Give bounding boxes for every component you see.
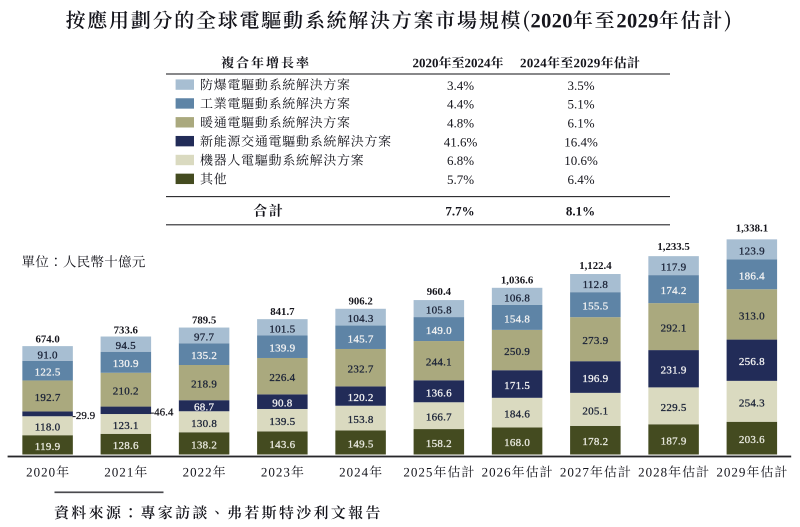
svg-text:226.4: 226.4 xyxy=(269,372,295,384)
svg-text:178.2: 178.2 xyxy=(582,436,608,448)
svg-text:106.8: 106.8 xyxy=(504,292,530,304)
svg-text:256.8: 256.8 xyxy=(739,356,765,368)
svg-text:232.7: 232.7 xyxy=(348,364,374,376)
svg-text:292.1: 292.1 xyxy=(661,323,687,335)
svg-text:205.1: 205.1 xyxy=(582,405,608,417)
svg-text:1,338.1: 1,338.1 xyxy=(736,222,768,234)
svg-text:123.9: 123.9 xyxy=(739,245,765,257)
svg-text:130.8: 130.8 xyxy=(191,418,217,430)
svg-text:1,233.5: 1,233.5 xyxy=(657,241,689,253)
svg-text:8.1%: 8.1% xyxy=(566,203,595,218)
svg-text:90.8: 90.8 xyxy=(272,398,293,410)
svg-text:273.9: 273.9 xyxy=(582,335,608,347)
svg-text:166.7: 166.7 xyxy=(426,412,452,424)
svg-text:91.0: 91.0 xyxy=(37,349,58,361)
svg-text:68.7: 68.7 xyxy=(194,402,215,414)
svg-text:138.2: 138.2 xyxy=(191,439,217,451)
svg-text:135.2: 135.2 xyxy=(191,350,217,362)
svg-text:118.0: 118.0 xyxy=(35,422,61,434)
svg-text:-29.9: -29.9 xyxy=(72,410,95,422)
svg-text:117.9: 117.9 xyxy=(661,262,687,274)
svg-text:153.8: 153.8 xyxy=(348,414,374,426)
svg-text:168.0: 168.0 xyxy=(504,437,530,449)
svg-text:231.9: 231.9 xyxy=(661,365,687,377)
svg-text:789.5: 789.5 xyxy=(192,314,216,326)
svg-text:254.3: 254.3 xyxy=(739,397,765,409)
svg-text:674.0: 674.0 xyxy=(35,334,59,346)
svg-text:171.5: 171.5 xyxy=(504,380,530,392)
svg-text:101.5: 101.5 xyxy=(269,323,295,335)
svg-text:16.4%: 16.4% xyxy=(564,134,598,149)
svg-text:4.4%: 4.4% xyxy=(447,97,474,112)
svg-text:203.6: 203.6 xyxy=(739,434,765,446)
svg-text:313.0: 313.0 xyxy=(739,310,765,322)
svg-text:130.9: 130.9 xyxy=(113,358,139,370)
svg-text:6.4%: 6.4% xyxy=(567,172,594,187)
svg-text:733.6: 733.6 xyxy=(114,324,139,336)
svg-text:229.5: 229.5 xyxy=(661,402,687,414)
svg-text:192.7: 192.7 xyxy=(35,392,61,404)
svg-text:6.8%: 6.8% xyxy=(447,153,474,168)
svg-text:123.1: 123.1 xyxy=(113,420,139,432)
svg-text:139.5: 139.5 xyxy=(269,416,295,428)
svg-text:94.5: 94.5 xyxy=(116,340,137,352)
svg-text:1,036.6: 1,036.6 xyxy=(501,275,534,287)
svg-text:906.2: 906.2 xyxy=(348,296,372,308)
svg-text:122.5: 122.5 xyxy=(35,367,61,379)
svg-text:218.9: 218.9 xyxy=(191,379,217,391)
svg-text:174.2: 174.2 xyxy=(661,285,687,297)
svg-text:250.9: 250.9 xyxy=(504,346,530,358)
svg-text:5.1%: 5.1% xyxy=(567,97,594,112)
svg-text:112.8: 112.8 xyxy=(583,279,609,291)
svg-text:145.7: 145.7 xyxy=(348,333,374,345)
svg-text:149.5: 149.5 xyxy=(348,439,374,451)
svg-text:155.5: 155.5 xyxy=(582,301,608,313)
svg-text:10.6%: 10.6% xyxy=(564,153,598,168)
svg-text:5.7%: 5.7% xyxy=(447,172,474,187)
svg-text:184.6: 184.6 xyxy=(504,409,530,421)
svg-text:158.2: 158.2 xyxy=(426,438,452,450)
svg-text:960.4: 960.4 xyxy=(427,286,452,298)
svg-text:104.3: 104.3 xyxy=(348,313,374,325)
svg-text:105.8: 105.8 xyxy=(426,305,452,317)
svg-text:1,122.4: 1,122.4 xyxy=(579,260,612,272)
svg-text:139.9: 139.9 xyxy=(269,343,295,355)
svg-text:3.4%: 3.4% xyxy=(447,78,474,93)
svg-text:119.9: 119.9 xyxy=(35,441,61,453)
svg-text:97.7: 97.7 xyxy=(194,331,215,343)
svg-text:7.7%: 7.7% xyxy=(445,203,474,218)
svg-text:136.6: 136.6 xyxy=(426,387,452,399)
svg-text:186.4: 186.4 xyxy=(739,270,765,282)
svg-text:244.1: 244.1 xyxy=(426,357,452,369)
svg-text:149.0: 149.0 xyxy=(426,325,452,337)
svg-text:120.2: 120.2 xyxy=(348,392,374,404)
svg-text:4.8%: 4.8% xyxy=(447,116,474,131)
svg-text:187.9: 187.9 xyxy=(661,435,687,447)
svg-text:841.7: 841.7 xyxy=(270,306,295,318)
svg-text:143.6: 143.6 xyxy=(269,439,295,451)
svg-text:196.9: 196.9 xyxy=(582,373,608,385)
svg-text:128.6: 128.6 xyxy=(113,440,139,452)
svg-text:6.1%: 6.1% xyxy=(567,116,594,131)
svg-text:154.8: 154.8 xyxy=(504,313,530,325)
svg-text:41.6%: 41.6% xyxy=(444,134,478,149)
svg-text:-46.4: -46.4 xyxy=(151,406,174,418)
svg-text:210.2: 210.2 xyxy=(113,386,139,398)
svg-text:3.5%: 3.5% xyxy=(567,78,594,93)
